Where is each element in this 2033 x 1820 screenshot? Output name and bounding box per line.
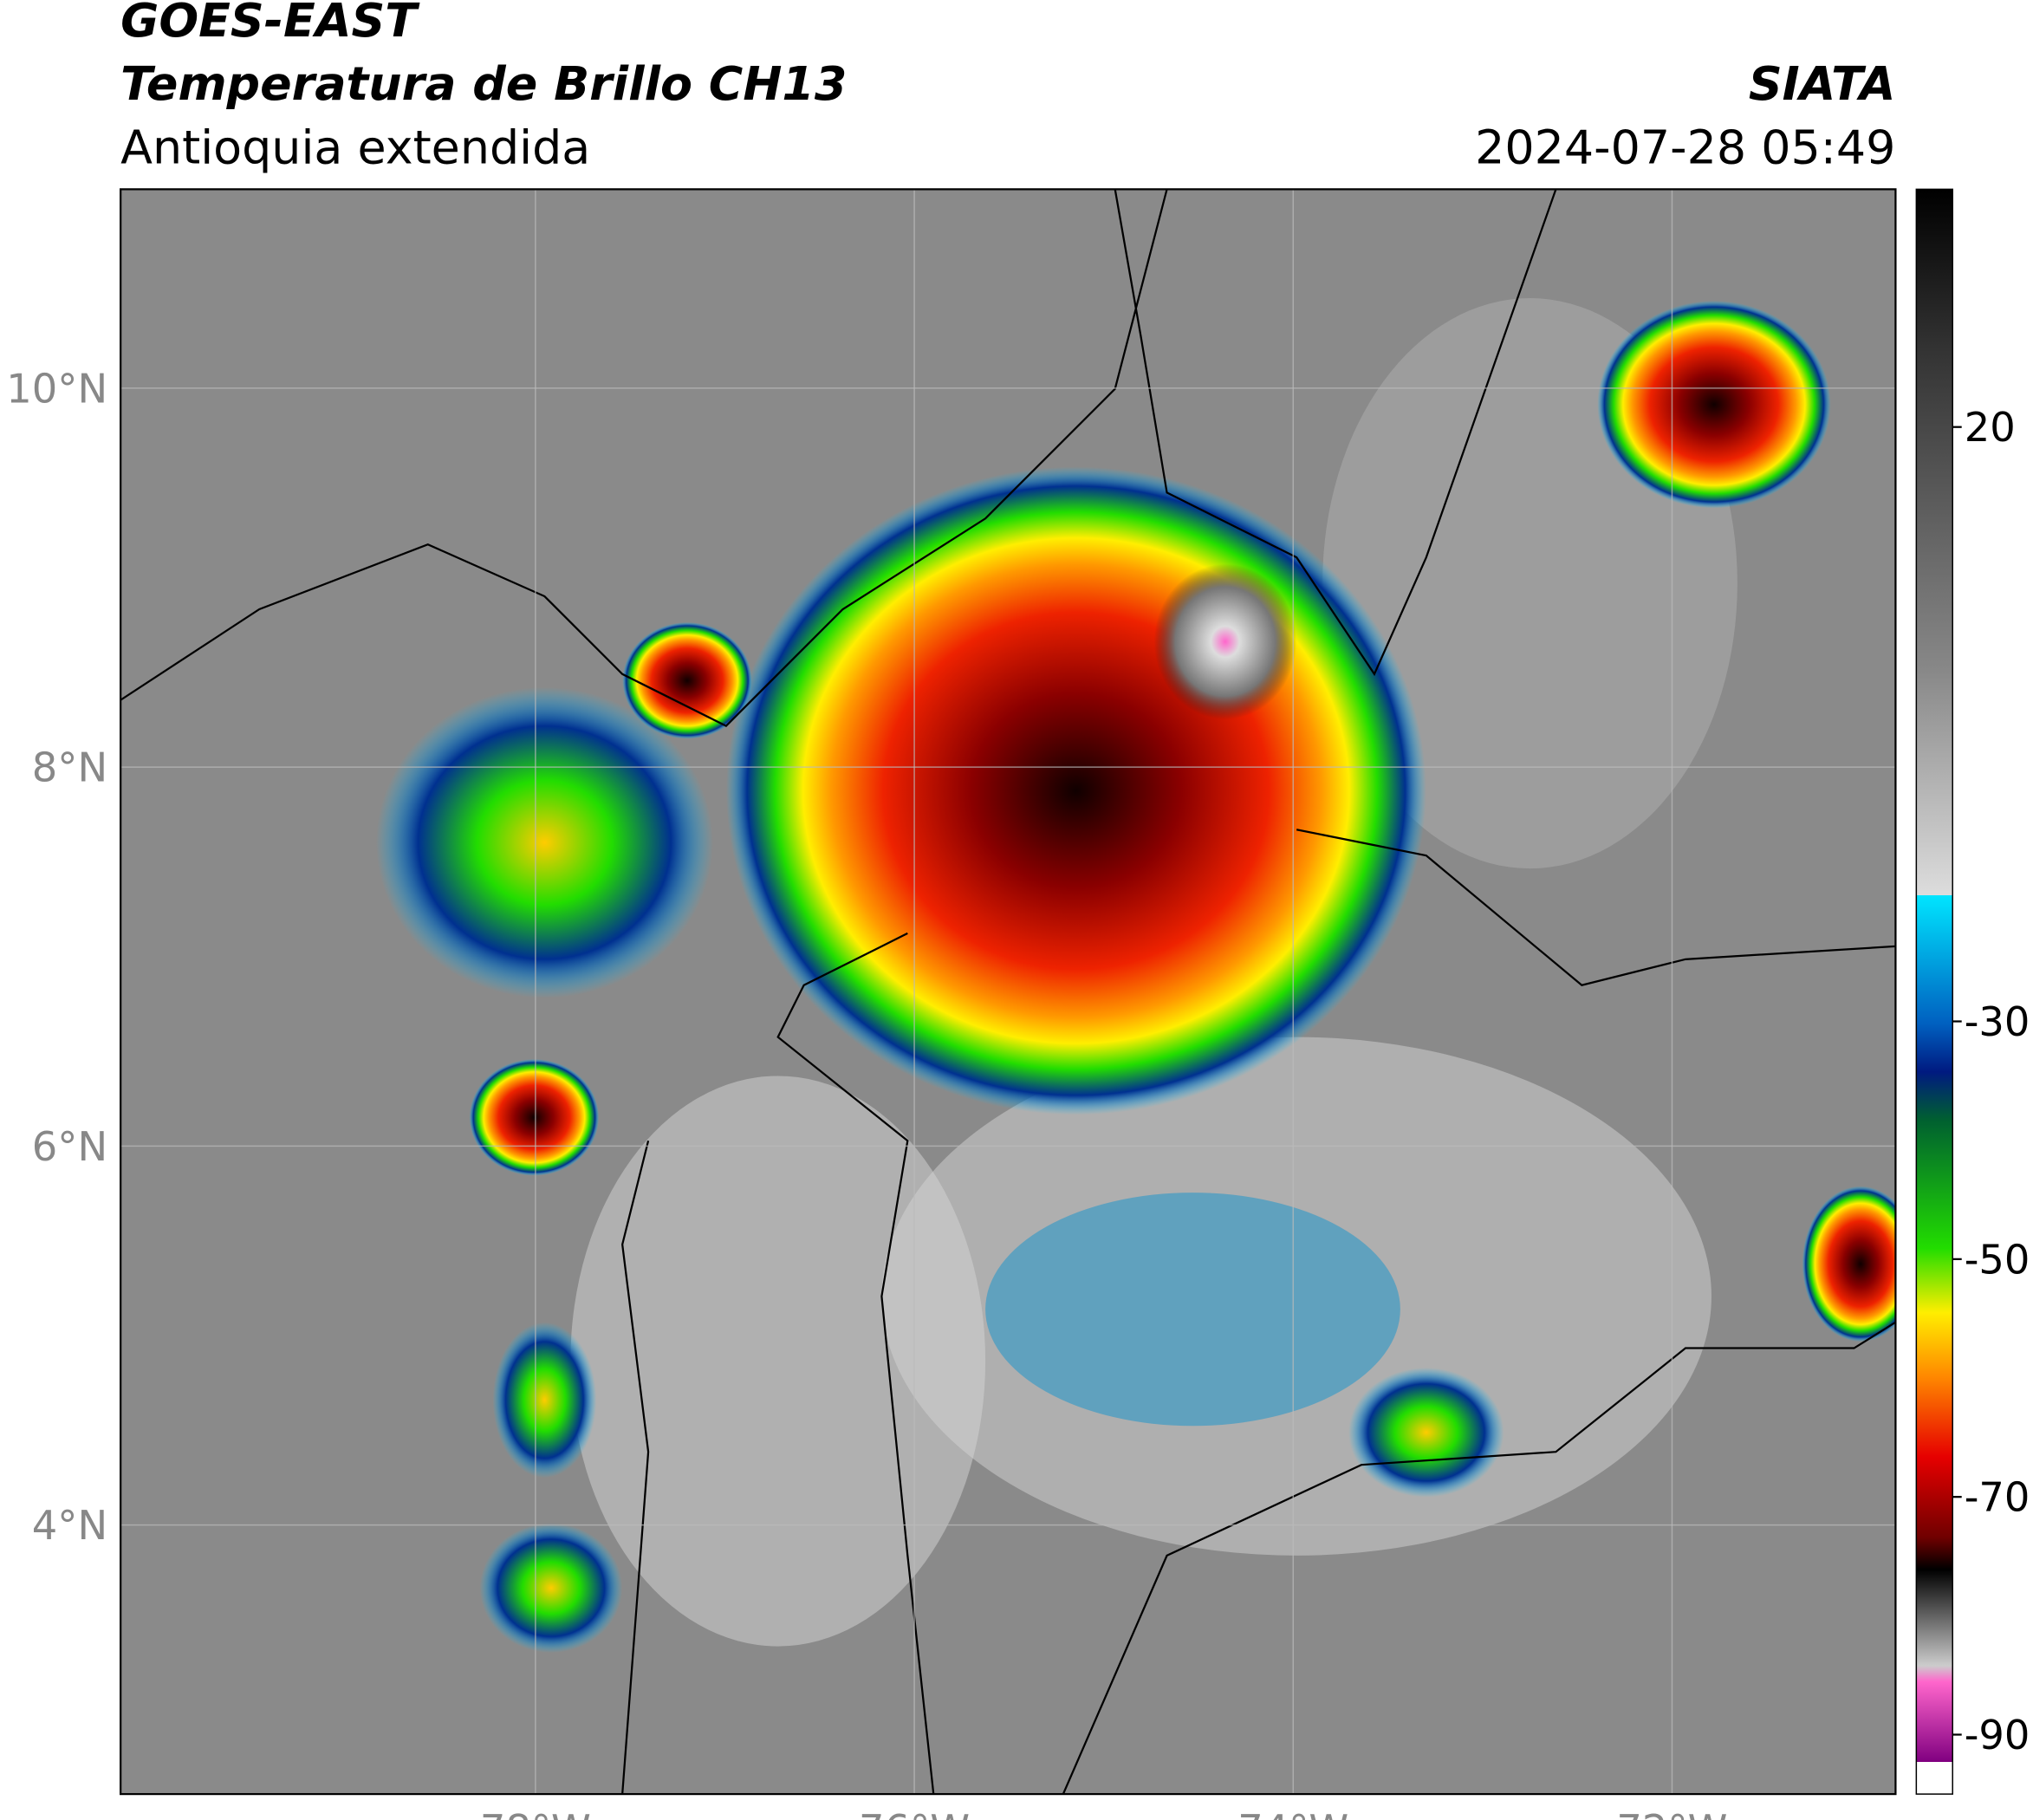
satellite-title: GOES-EAST <box>120 0 420 48</box>
colorbar-tick-label: -50 <box>1965 1236 2030 1283</box>
storm <box>479 1523 623 1654</box>
lon-tick-label: 72°W <box>1616 1806 1727 1820</box>
storm <box>1597 301 1831 509</box>
storm <box>725 466 1426 1115</box>
cloud-field <box>985 1193 1400 1427</box>
agency-label: SIATA <box>1749 56 1896 111</box>
lat-tick-label: 4°N <box>32 1502 107 1549</box>
colorbar-tick-label: -70 <box>1965 1474 2030 1521</box>
colorbar-tick-label: 20 <box>1965 404 2016 451</box>
cloud-field <box>881 1037 1711 1556</box>
lon-tick-label: 74°W <box>1237 1806 1348 1820</box>
storm <box>375 686 713 998</box>
colorbar <box>1915 188 1953 1795</box>
cold-top <box>1153 563 1297 720</box>
storm <box>492 1322 597 1479</box>
cloud-field <box>570 1076 986 1647</box>
storm <box>622 621 752 739</box>
lat-tick-label: 10°N <box>6 365 107 412</box>
region-subtitle: Antioquia extendida <box>120 120 590 174</box>
grid <box>120 189 1896 1795</box>
colorbar-tick-label: -30 <box>1965 998 2030 1045</box>
lat-tick-label: 6°N <box>32 1123 107 1170</box>
storm <box>469 1059 600 1176</box>
lat-tick-label: 8°N <box>32 744 107 791</box>
storm <box>1348 1367 1504 1498</box>
datetime-label: 2024-07-28 05:49 <box>1475 120 1895 174</box>
colorbar-tick-label: -90 <box>1965 1712 2030 1758</box>
product-title: Temperatura de Brillo CH13 <box>120 56 847 111</box>
storm <box>1802 1186 1896 1342</box>
map-imagery <box>120 189 1896 1795</box>
lon-tick-label: 76°W <box>859 1806 970 1820</box>
map-frame <box>120 188 1897 1796</box>
lon-tick-label: 78°W <box>480 1806 591 1820</box>
border-lines <box>120 189 1896 1795</box>
